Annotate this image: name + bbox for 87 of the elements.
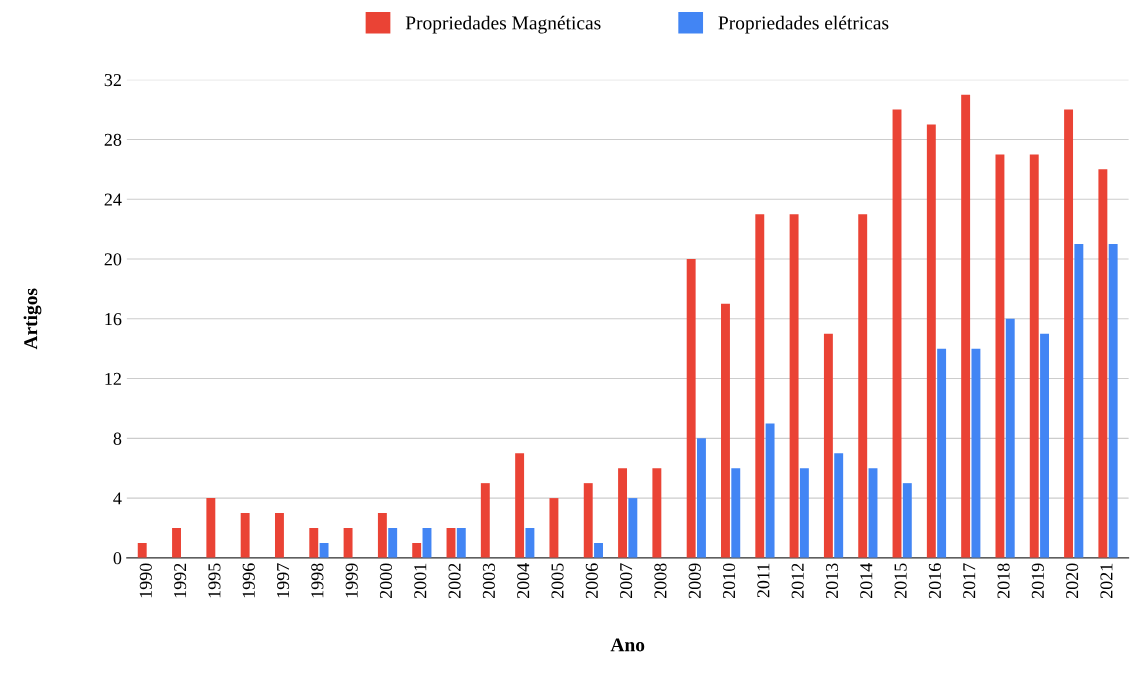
bar bbox=[618, 468, 628, 558]
bar bbox=[319, 542, 329, 558]
x-tick-label: 1996 bbox=[242, 563, 255, 598]
x-tick-label: 2011 bbox=[757, 563, 770, 598]
bar bbox=[858, 214, 868, 558]
bar bbox=[1040, 333, 1050, 558]
x-axis-title: Ano bbox=[610, 638, 645, 652]
x-tick-label: 2019 bbox=[1031, 563, 1044, 599]
bar bbox=[926, 124, 936, 558]
bar bbox=[834, 453, 844, 558]
bar bbox=[686, 259, 696, 558]
bar bbox=[309, 527, 319, 558]
bar bbox=[137, 542, 147, 558]
legend-label: Propriedades Magnéticas bbox=[405, 15, 601, 34]
x-tick-label: 2013 bbox=[825, 563, 839, 599]
x-tick-label: 1999 bbox=[345, 563, 358, 598]
y-tick-label: 32 bbox=[104, 74, 121, 87]
y-axis-title: Artigos bbox=[23, 288, 42, 350]
bar bbox=[961, 94, 971, 558]
x-tick-label: 2006 bbox=[585, 563, 598, 599]
x-tick-label: 1995 bbox=[208, 563, 221, 598]
bar bbox=[1064, 109, 1074, 558]
y-tick-label: 4 bbox=[113, 492, 122, 505]
bar bbox=[412, 542, 422, 558]
bar bbox=[937, 348, 947, 558]
y-tick-label: 16 bbox=[105, 313, 122, 326]
bar bbox=[1005, 318, 1015, 558]
y-tick-label: 24 bbox=[104, 193, 122, 206]
bar bbox=[172, 527, 181, 558]
bar bbox=[697, 438, 706, 558]
bar bbox=[628, 498, 638, 558]
bar bbox=[343, 527, 353, 558]
bar bbox=[731, 468, 741, 558]
x-tick-label: 1998 bbox=[311, 563, 324, 598]
x-tick-label: 2007 bbox=[620, 563, 633, 599]
bar bbox=[525, 527, 535, 558]
x-tick-label: 1990 bbox=[139, 563, 152, 598]
bar bbox=[765, 423, 775, 558]
x-tick-label: 1992 bbox=[174, 563, 187, 598]
y-tick-label: 0 bbox=[113, 552, 122, 565]
y-tick-label: 12 bbox=[105, 372, 121, 385]
y-tick-label: 8 bbox=[113, 432, 122, 445]
x-tick-label: 2015 bbox=[894, 563, 907, 599]
x-tick-label: 2009 bbox=[688, 563, 701, 599]
bar bbox=[515, 453, 525, 558]
x-tick-label: 2020 bbox=[1066, 563, 1079, 599]
x-tick-label: 2005 bbox=[551, 563, 564, 599]
x-tick-label: 2002 bbox=[448, 563, 461, 599]
bar bbox=[480, 483, 490, 558]
bar bbox=[1074, 244, 1084, 558]
bar bbox=[206, 498, 216, 558]
bar bbox=[995, 154, 1005, 558]
x-tick-label: 2018 bbox=[997, 563, 1010, 599]
bar bbox=[789, 214, 799, 558]
bar bbox=[755, 214, 765, 558]
bar bbox=[902, 483, 912, 558]
bar bbox=[1108, 244, 1118, 558]
x-tick-label: 2004 bbox=[517, 563, 530, 599]
bar bbox=[549, 498, 559, 558]
bar bbox=[971, 348, 981, 558]
y-tick-label: 28 bbox=[104, 133, 122, 146]
bar bbox=[594, 542, 603, 558]
bar bbox=[275, 513, 284, 558]
bar bbox=[652, 468, 662, 558]
x-tick-label: 2021 bbox=[1100, 563, 1113, 599]
bar bbox=[388, 527, 398, 558]
bar bbox=[799, 468, 809, 558]
x-tick-label: 2008 bbox=[654, 563, 667, 599]
x-tick-label: 2012 bbox=[791, 563, 804, 599]
y-tick-label: 20 bbox=[104, 253, 122, 266]
bar bbox=[1098, 169, 1108, 558]
x-tick-label: 2001 bbox=[414, 563, 427, 599]
x-tick-label: 2016 bbox=[928, 563, 941, 599]
x-tick-label: 2010 bbox=[722, 563, 736, 599]
x-tick-label: 2017 bbox=[963, 563, 976, 599]
bar bbox=[583, 483, 593, 558]
x-tick-label: 2000 bbox=[379, 563, 393, 599]
bar bbox=[240, 513, 250, 558]
legend-label: Propriedades elétricas bbox=[718, 15, 889, 34]
bar bbox=[823, 333, 833, 558]
x-tick-label: 1997 bbox=[276, 563, 290, 598]
bar bbox=[721, 303, 730, 558]
x-tick-label: 2003 bbox=[482, 563, 495, 599]
x-tick-label: 2014 bbox=[860, 563, 873, 599]
bar bbox=[377, 513, 387, 558]
bar bbox=[1029, 154, 1039, 558]
bar bbox=[456, 527, 466, 558]
